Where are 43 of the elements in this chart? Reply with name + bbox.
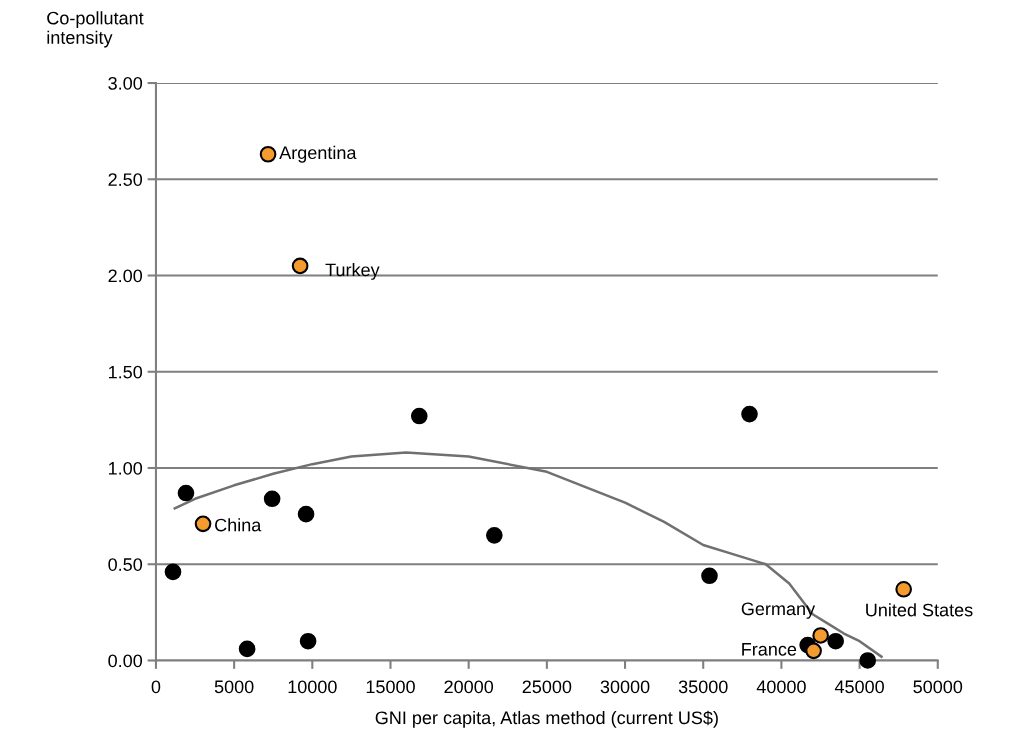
x-tick-label: 30000	[600, 680, 650, 694]
point	[194, 515, 212, 533]
y-tick-label: 1.50	[109, 365, 143, 379]
annotation: China	[215, 518, 262, 532]
point	[259, 145, 277, 163]
x-tick-label: 5000	[214, 680, 254, 694]
annotation: Argentina	[279, 145, 357, 163]
x-tick-label: 20000	[444, 680, 494, 694]
point	[895, 580, 912, 598]
point	[859, 652, 877, 669]
x-tick-label: 25000	[522, 680, 572, 694]
y-tick-label: 2.50	[108, 173, 143, 186]
y-tick-label: 2.00	[108, 269, 143, 283]
point	[299, 632, 317, 650]
point	[827, 632, 844, 650]
x-tick-label: 45000	[834, 680, 884, 694]
x-axis-title: GNI per capita, Atlas method (current US$)	[375, 710, 718, 728]
point	[238, 640, 256, 658]
point	[410, 407, 428, 425]
point	[177, 484, 195, 502]
x-tick-label: 15000	[366, 680, 415, 694]
y-tick-label: 1.00	[109, 461, 143, 475]
annotation: Turkey	[325, 263, 380, 280]
x-tick-label: 10000	[288, 680, 337, 694]
y-tick-label: 0.50	[108, 558, 143, 571]
point	[291, 257, 309, 275]
annotation: France	[742, 643, 797, 656]
x-tick-label: 0	[151, 680, 161, 694]
point	[805, 642, 822, 660]
y-tick-label: 0.00	[108, 654, 143, 668]
point	[263, 490, 281, 508]
annotation: United States	[866, 603, 973, 617]
point	[701, 567, 718, 585]
x-tick-label: 40000	[756, 680, 806, 694]
y-axis-title: Co-pollutant intensity	[47, 11, 144, 48]
point	[741, 405, 758, 423]
x-tick-label: 35000	[678, 680, 728, 694]
y-tick-label: 3.00	[108, 76, 143, 90]
point	[486, 527, 503, 544]
x-tick-label: 50000	[913, 680, 963, 694]
point	[812, 627, 829, 644]
point	[297, 505, 315, 523]
point	[164, 563, 182, 581]
